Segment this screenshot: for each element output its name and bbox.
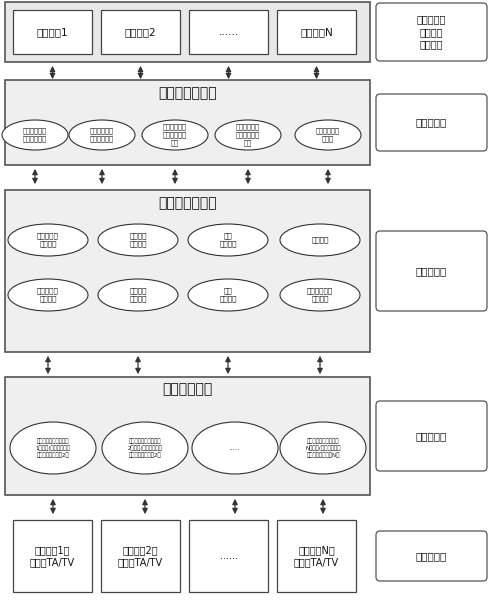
Text: ......: ......: [219, 551, 238, 561]
Text: 实时数据存储逻辑单元
2：设备(电压、电流等
数据描述（采样值2）: 实时数据存储逻辑单元 2：设备(电压、电流等 数据描述（采样值2）: [127, 438, 163, 458]
Ellipse shape: [98, 279, 178, 311]
FancyBboxPatch shape: [376, 231, 487, 311]
Ellipse shape: [192, 422, 278, 474]
Ellipse shape: [295, 120, 361, 150]
Bar: [277, 520, 356, 592]
Ellipse shape: [280, 279, 360, 311]
Text: 数据计算层: 数据计算层: [416, 266, 447, 276]
Text: 应用组件1: 应用组件1: [37, 27, 68, 37]
Bar: [277, 10, 356, 54]
Text: 云数据计算平台: 云数据计算平台: [158, 196, 217, 210]
Text: 任务管理、运
维和监控: 任务管理、运 维和监控: [307, 287, 333, 302]
Text: 实时数据存储逻辑单元
N：设备(电压、电流等
数据描述（采样值N）: 实时数据存储逻辑单元 N：设备(电压、电流等 数据描述（采样值N）: [305, 438, 341, 458]
Bar: [189, 10, 268, 54]
FancyBboxPatch shape: [376, 94, 487, 151]
Text: 应用组件2: 应用组件2: [124, 27, 156, 37]
Text: 采样单元N：
互感器TA/TV: 采样单元N： 互感器TA/TV: [294, 545, 339, 567]
Bar: [101, 10, 180, 54]
Text: 云服务访问模块: 云服务访问模块: [158, 86, 217, 100]
Ellipse shape: [10, 422, 96, 474]
Ellipse shape: [142, 120, 208, 150]
Bar: [5, 377, 370, 495]
Text: 应用功能组
件如：测
控、计量: 应用功能组 件如：测 控、计量: [417, 14, 446, 49]
Ellipse shape: [188, 224, 268, 256]
Text: 无功功率有效
值云服务访问
接口: 无功功率有效 值云服务访问 接口: [236, 124, 260, 146]
FancyBboxPatch shape: [376, 401, 487, 471]
Text: 其他
计算服务: 其他 计算服务: [219, 287, 237, 302]
Ellipse shape: [280, 224, 360, 256]
Text: 采样单元2：
互感器TA/TV: 采样单元2： 互感器TA/TV: [118, 545, 163, 567]
Text: 云数据存储池: 云数据存储池: [163, 382, 212, 396]
FancyBboxPatch shape: [376, 3, 487, 61]
Bar: [5, 80, 370, 165]
Text: 电流有效值云
服务访问接口: 电流有效值云 服务访问接口: [90, 128, 114, 142]
Text: 实时数据存储逻辑单元
1：设备(电压、电流等
数据描述（采样值2）: 实时数据存储逻辑单元 1：设备(电压、电流等 数据描述（采样值2）: [36, 438, 71, 458]
Ellipse shape: [69, 120, 135, 150]
Bar: [189, 520, 268, 592]
Ellipse shape: [102, 422, 188, 474]
Ellipse shape: [215, 120, 281, 150]
Text: ......: ......: [218, 27, 239, 37]
Text: 服务访问层: 服务访问层: [416, 118, 447, 127]
FancyBboxPatch shape: [376, 531, 487, 581]
Text: 电压有效值
计算服务: 电压有效值 计算服务: [37, 233, 59, 247]
Ellipse shape: [188, 279, 268, 311]
Text: 其他云服务访
问接口: 其他云服务访 问接口: [316, 128, 340, 142]
Bar: [101, 520, 180, 592]
Bar: [5, 2, 370, 62]
Text: 电量
计算服务: 电量 计算服务: [219, 233, 237, 247]
Ellipse shape: [280, 422, 366, 474]
Text: 电压有效值云
服务访问接口: 电压有效值云 服务访问接口: [23, 128, 47, 142]
Text: 算法调度: 算法调度: [311, 236, 329, 244]
Bar: [5, 190, 370, 352]
Ellipse shape: [8, 279, 88, 311]
Text: 有功功率有效
值云服务访问
接口: 有功功率有效 值云服务访问 接口: [163, 124, 187, 146]
Text: 采样单元1：
互感器TA/TV: 采样单元1： 互感器TA/TV: [30, 545, 75, 567]
Bar: [13, 520, 92, 592]
Text: 有功功率
计算服务: 有功功率 计算服务: [129, 233, 147, 247]
Text: 电流有效值
计算服务: 电流有效值 计算服务: [37, 287, 59, 302]
Ellipse shape: [98, 224, 178, 256]
Ellipse shape: [2, 120, 68, 150]
Text: 应用组件N: 应用组件N: [300, 27, 333, 37]
Text: 数据采样层: 数据采样层: [416, 551, 447, 561]
Text: ......: ......: [230, 445, 240, 451]
Bar: [13, 10, 92, 54]
Text: 无功功率
计算服务: 无功功率 计算服务: [129, 287, 147, 302]
Ellipse shape: [8, 224, 88, 256]
Text: 数据存储层: 数据存储层: [416, 431, 447, 441]
